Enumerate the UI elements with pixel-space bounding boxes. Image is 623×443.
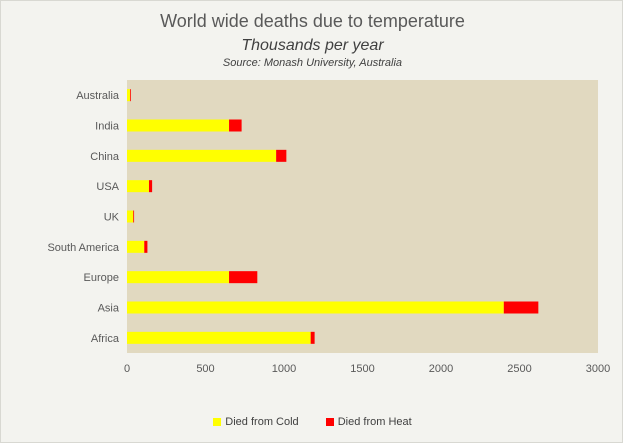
y-tick-label-china: China: [90, 151, 120, 163]
x-tick-label-0: 0: [124, 363, 130, 375]
x-tick-label-500: 500: [196, 363, 214, 375]
bar-heat-australia: [130, 89, 131, 102]
legend-item-heat: Died from Heat: [325, 416, 412, 428]
x-tick-label-3000: 3000: [586, 363, 610, 375]
bar-heat-india: [229, 119, 242, 132]
bar-heat-africa: [310, 331, 315, 344]
bar-cold-china: [127, 149, 277, 162]
bar-heat-china: [276, 149, 287, 162]
legend: Died from Cold Died from Heat: [1, 416, 623, 428]
y-tick-label-asia: Asia: [98, 303, 120, 315]
bar-heat-asia: [503, 301, 539, 314]
x-tick-label-1500: 1500: [350, 363, 374, 375]
y-tick-label-india: India: [95, 121, 120, 133]
legend-label-cold: Died from Cold: [225, 416, 299, 428]
bar-heat-south-america: [144, 240, 148, 253]
bar-cold-africa: [127, 331, 311, 344]
bar-cold-south-america: [127, 240, 145, 253]
legend-label-heat: Died from Heat: [337, 416, 412, 428]
bar-heat-uk: [133, 210, 135, 223]
bar-cold-asia: [127, 301, 504, 314]
chart-subtitle: Thousands per year: [241, 37, 384, 54]
bar-cold-india: [127, 119, 230, 132]
y-tick-label-africa: Africa: [91, 333, 120, 345]
bar-cold-uk: [127, 210, 134, 223]
y-tick-label-uk: UK: [104, 212, 120, 224]
legend-item-cold: Died from Cold: [213, 416, 299, 428]
bar-heat-europe: [229, 271, 258, 284]
y-tick-label-australia: Australia: [76, 90, 120, 102]
x-tick-label-1000: 1000: [272, 363, 296, 375]
y-tick-label-europe: Europe: [84, 272, 119, 284]
bar-cold-australia: [127, 89, 131, 102]
bar-cold-europe: [127, 271, 230, 284]
bar-heat-usa: [148, 180, 153, 193]
y-tick-label-south-america: South America: [47, 242, 119, 254]
x-tick-label-2500: 2500: [507, 363, 531, 375]
legend-swatch-heat: [325, 418, 334, 427]
bar-cold-usa: [127, 180, 149, 193]
x-tick-label-2000: 2000: [429, 363, 453, 375]
y-tick-label-usa: USA: [96, 181, 119, 193]
chart-title: World wide deaths due to temperature: [160, 11, 465, 31]
chart-source: Source: Monash University, Australia: [222, 57, 403, 69]
legend-swatch-cold: [213, 418, 222, 427]
